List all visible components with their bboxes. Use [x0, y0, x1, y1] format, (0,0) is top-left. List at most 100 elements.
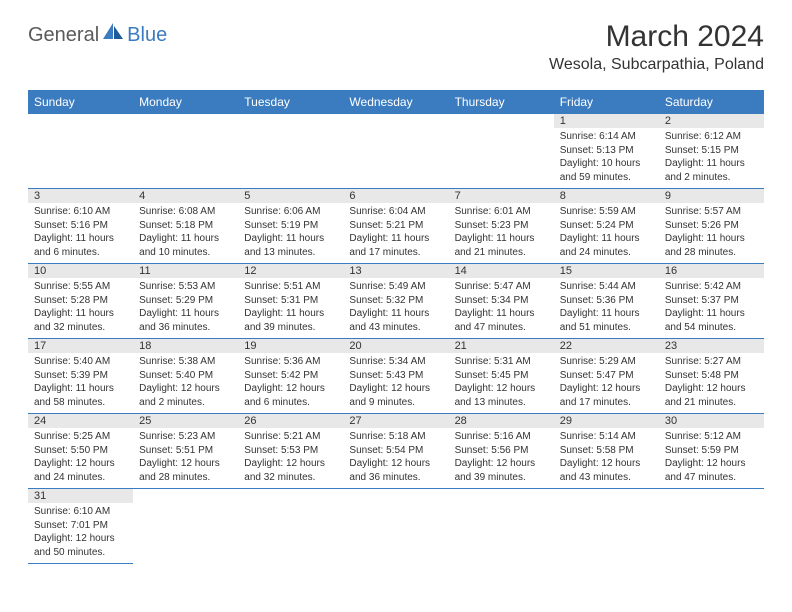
daylight-text: Daylight: 11 hours and 13 minutes. — [244, 232, 337, 259]
daylight-text: Daylight: 11 hours and 32 minutes. — [34, 307, 127, 334]
sunrise-text: Sunrise: 6:06 AM — [244, 205, 337, 219]
sunset-text: Sunset: 5:40 PM — [139, 369, 232, 383]
sunrise-text: Sunrise: 5:49 AM — [349, 280, 442, 294]
calendar-day-cell: 2Sunrise: 6:12 AMSunset: 5:15 PMDaylight… — [659, 114, 764, 189]
daylight-text: Daylight: 12 hours and 9 minutes. — [349, 382, 442, 409]
daylight-text: Daylight: 11 hours and 10 minutes. — [139, 232, 232, 259]
weekday-header: Monday — [133, 90, 238, 114]
sunset-text: Sunset: 5:21 PM — [349, 219, 442, 233]
day-details: Sunrise: 5:57 AMSunset: 5:26 PMDaylight:… — [659, 203, 764, 263]
calendar-day-cell: 13Sunrise: 5:49 AMSunset: 5:32 PMDayligh… — [343, 264, 448, 339]
daylight-text: Daylight: 11 hours and 51 minutes. — [560, 307, 653, 334]
day-number: 23 — [659, 339, 764, 353]
day-details: Sunrise: 5:34 AMSunset: 5:43 PMDaylight:… — [343, 353, 448, 413]
sunset-text: Sunset: 5:50 PM — [34, 444, 127, 458]
weekday-header: Wednesday — [343, 90, 448, 114]
sunrise-text: Sunrise: 5:25 AM — [34, 430, 127, 444]
sunset-text: Sunset: 5:32 PM — [349, 294, 442, 308]
sunrise-text: Sunrise: 6:10 AM — [34, 505, 127, 519]
sunrise-text: Sunrise: 5:42 AM — [665, 280, 758, 294]
sunset-text: Sunset: 5:13 PM — [560, 144, 653, 158]
calendar-day-cell: 22Sunrise: 5:29 AMSunset: 5:47 PMDayligh… — [554, 339, 659, 414]
day-number: 12 — [238, 264, 343, 278]
calendar-week-row: 31Sunrise: 6:10 AMSunset: 7:01 PMDayligh… — [28, 489, 764, 564]
sunset-text: Sunset: 5:36 PM — [560, 294, 653, 308]
day-number: 24 — [28, 414, 133, 428]
daylight-text: Daylight: 12 hours and 47 minutes. — [665, 457, 758, 484]
daylight-text: Daylight: 12 hours and 32 minutes. — [244, 457, 337, 484]
day-details: Sunrise: 5:14 AMSunset: 5:58 PMDaylight:… — [554, 428, 659, 488]
day-details: Sunrise: 5:53 AMSunset: 5:29 PMDaylight:… — [133, 278, 238, 338]
day-details: Sunrise: 6:06 AMSunset: 5:19 PMDaylight:… — [238, 203, 343, 263]
day-number: 3 — [28, 189, 133, 203]
weekday-header: Tuesday — [238, 90, 343, 114]
sunset-text: Sunset: 5:15 PM — [665, 144, 758, 158]
day-details: Sunrise: 6:14 AMSunset: 5:13 PMDaylight:… — [554, 128, 659, 188]
calendar-week-row: 17Sunrise: 5:40 AMSunset: 5:39 PMDayligh… — [28, 339, 764, 414]
calendar-day-cell: 25Sunrise: 5:23 AMSunset: 5:51 PMDayligh… — [133, 414, 238, 489]
daylight-text: Daylight: 11 hours and 36 minutes. — [139, 307, 232, 334]
day-number: 4 — [133, 189, 238, 203]
calendar-day-cell — [133, 489, 238, 564]
calendar-week-row: 3Sunrise: 6:10 AMSunset: 5:16 PMDaylight… — [28, 189, 764, 264]
daylight-text: Daylight: 12 hours and 21 minutes. — [665, 382, 758, 409]
calendar-day-cell — [238, 489, 343, 564]
day-details: Sunrise: 6:08 AMSunset: 5:18 PMDaylight:… — [133, 203, 238, 263]
weekday-header: Saturday — [659, 90, 764, 114]
day-details: Sunrise: 5:29 AMSunset: 5:47 PMDaylight:… — [554, 353, 659, 413]
daylight-text: Daylight: 12 hours and 17 minutes. — [560, 382, 653, 409]
day-number: 25 — [133, 414, 238, 428]
day-number: 2 — [659, 114, 764, 128]
day-number: 11 — [133, 264, 238, 278]
day-number: 14 — [449, 264, 554, 278]
sunrise-text: Sunrise: 6:14 AM — [560, 130, 653, 144]
calendar-day-cell: 21Sunrise: 5:31 AMSunset: 5:45 PMDayligh… — [449, 339, 554, 414]
sunrise-text: Sunrise: 5:57 AM — [665, 205, 758, 219]
calendar-day-cell — [449, 114, 554, 189]
sunset-text: Sunset: 5:23 PM — [455, 219, 548, 233]
daylight-text: Daylight: 12 hours and 6 minutes. — [244, 382, 337, 409]
day-number: 29 — [554, 414, 659, 428]
day-details: Sunrise: 6:04 AMSunset: 5:21 PMDaylight:… — [343, 203, 448, 263]
day-number: 9 — [659, 189, 764, 203]
sunset-text: Sunset: 5:48 PM — [665, 369, 758, 383]
sunset-text: Sunset: 5:59 PM — [665, 444, 758, 458]
calendar-day-cell: 23Sunrise: 5:27 AMSunset: 5:48 PMDayligh… — [659, 339, 764, 414]
day-number: 21 — [449, 339, 554, 353]
sunrise-text: Sunrise: 5:53 AM — [139, 280, 232, 294]
sunset-text: Sunset: 5:16 PM — [34, 219, 127, 233]
day-number: 28 — [449, 414, 554, 428]
calendar-day-cell: 11Sunrise: 5:53 AMSunset: 5:29 PMDayligh… — [133, 264, 238, 339]
sunset-text: Sunset: 5:56 PM — [455, 444, 548, 458]
calendar-day-cell: 31Sunrise: 6:10 AMSunset: 7:01 PMDayligh… — [28, 489, 133, 564]
sunrise-text: Sunrise: 5:34 AM — [349, 355, 442, 369]
weekday-header: Thursday — [449, 90, 554, 114]
calendar-day-cell: 16Sunrise: 5:42 AMSunset: 5:37 PMDayligh… — [659, 264, 764, 339]
day-details: Sunrise: 5:12 AMSunset: 5:59 PMDaylight:… — [659, 428, 764, 488]
sunset-text: Sunset: 5:58 PM — [560, 444, 653, 458]
day-number: 16 — [659, 264, 764, 278]
day-number: 8 — [554, 189, 659, 203]
daylight-text: Daylight: 11 hours and 6 minutes. — [34, 232, 127, 259]
sunrise-text: Sunrise: 5:51 AM — [244, 280, 337, 294]
daylight-text: Daylight: 11 hours and 2 minutes. — [665, 157, 758, 184]
calendar-day-cell: 26Sunrise: 5:21 AMSunset: 5:53 PMDayligh… — [238, 414, 343, 489]
day-details: Sunrise: 5:27 AMSunset: 5:48 PMDaylight:… — [659, 353, 764, 413]
sunset-text: Sunset: 5:29 PM — [139, 294, 232, 308]
calendar-day-cell: 12Sunrise: 5:51 AMSunset: 5:31 PMDayligh… — [238, 264, 343, 339]
sunrise-text: Sunrise: 6:04 AM — [349, 205, 442, 219]
day-number: 18 — [133, 339, 238, 353]
calendar-day-cell — [554, 489, 659, 564]
sunset-text: Sunset: 5:37 PM — [665, 294, 758, 308]
sunrise-text: Sunrise: 5:40 AM — [34, 355, 127, 369]
daylight-text: Daylight: 11 hours and 39 minutes. — [244, 307, 337, 334]
daylight-text: Daylight: 12 hours and 13 minutes. — [455, 382, 548, 409]
weekday-header: Friday — [554, 90, 659, 114]
day-number: 30 — [659, 414, 764, 428]
calendar-day-cell: 10Sunrise: 5:55 AMSunset: 5:28 PMDayligh… — [28, 264, 133, 339]
sunset-text: Sunset: 7:01 PM — [34, 519, 127, 533]
sunset-text: Sunset: 5:34 PM — [455, 294, 548, 308]
header: General Blue March 2024 Wesola, Subcarpa… — [28, 20, 764, 78]
day-details: Sunrise: 5:40 AMSunset: 5:39 PMDaylight:… — [28, 353, 133, 413]
daylight-text: Daylight: 11 hours and 24 minutes. — [560, 232, 653, 259]
